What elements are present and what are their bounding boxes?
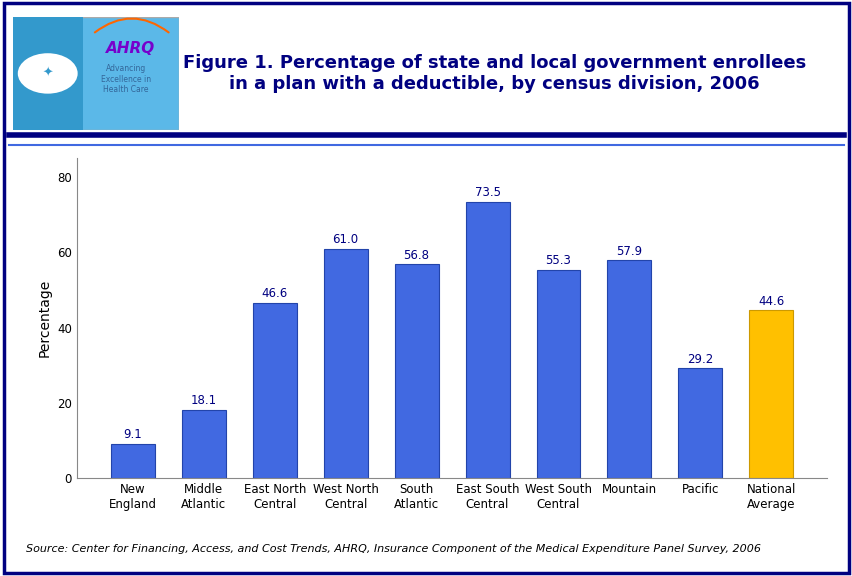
Bar — [465, 202, 509, 478]
Text: Advancing
Excellence in
Health Care: Advancing Excellence in Health Care — [101, 64, 151, 94]
Text: 56.8: 56.8 — [403, 249, 429, 262]
Bar — [111, 444, 155, 478]
Text: ✦: ✦ — [43, 67, 53, 80]
FancyBboxPatch shape — [13, 17, 179, 130]
Text: Figure 1. Percentage of state and local government enrollees
in a plan with a de: Figure 1. Percentage of state and local … — [183, 54, 805, 93]
Text: 29.2: 29.2 — [687, 353, 712, 366]
Circle shape — [18, 53, 78, 94]
Text: 57.9: 57.9 — [616, 245, 642, 257]
Text: 55.3: 55.3 — [545, 255, 571, 267]
Text: 46.6: 46.6 — [262, 287, 287, 300]
Bar — [394, 264, 438, 478]
Y-axis label: Percentage: Percentage — [37, 279, 51, 357]
Bar — [607, 260, 651, 478]
Text: AHRQ: AHRQ — [106, 41, 155, 56]
Text: Source: Center for Financing, Access, and Cost Trends, AHRQ, Insurance Component: Source: Center for Financing, Access, an… — [26, 544, 760, 554]
Text: 44.6: 44.6 — [757, 295, 784, 308]
Text: 9.1: 9.1 — [124, 428, 142, 441]
FancyBboxPatch shape — [13, 17, 83, 130]
Text: 18.1: 18.1 — [191, 395, 216, 407]
Bar — [748, 310, 792, 478]
Bar — [323, 249, 367, 478]
Bar — [252, 303, 296, 478]
Bar — [536, 270, 580, 478]
Text: 73.5: 73.5 — [474, 186, 500, 199]
Bar — [677, 368, 722, 478]
Text: 61.0: 61.0 — [332, 233, 359, 246]
Bar — [181, 410, 226, 478]
